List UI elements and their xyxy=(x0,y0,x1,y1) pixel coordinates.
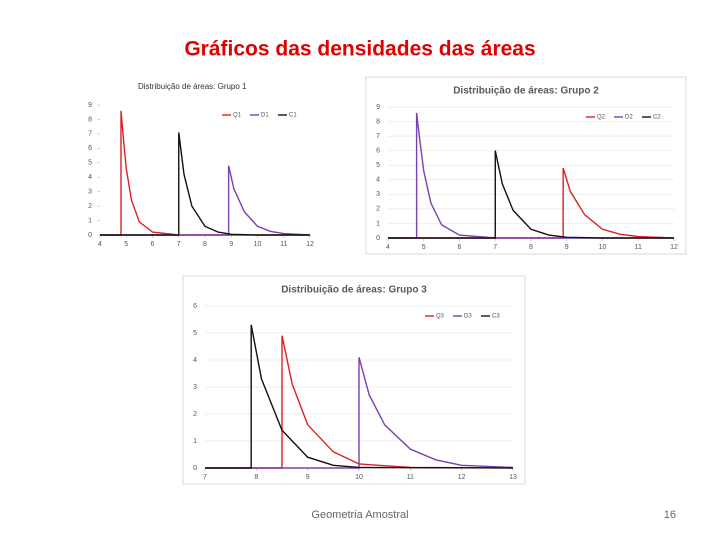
y-tick-label: 6 xyxy=(376,148,380,155)
y-tick-label: 5 xyxy=(193,330,197,337)
chart-frame xyxy=(78,75,322,251)
chart-frame xyxy=(182,275,526,485)
x-tick-label: 4 xyxy=(386,244,390,251)
y-tick-label: 2 xyxy=(376,206,380,213)
y-tick-label: 9 xyxy=(376,104,380,111)
y-tick-label: 1 xyxy=(193,438,197,445)
x-tick-label: 10 xyxy=(254,241,262,248)
y-tick-label: 0 xyxy=(193,465,197,472)
x-tick-label: 12 xyxy=(458,474,466,481)
legend-label: D3 xyxy=(464,314,472,320)
x-tick-label: 10 xyxy=(355,474,363,481)
slide-title: Gráficos das densidades das áreas xyxy=(184,38,535,61)
y-tick-label: 5 xyxy=(376,162,380,169)
legend-label: Q3 xyxy=(436,314,445,320)
y-tick-label: 7 xyxy=(88,131,92,138)
x-tick-label: 12 xyxy=(670,244,678,251)
x-tick-label: 5 xyxy=(124,241,128,248)
y-tick-label: 1 xyxy=(88,217,92,224)
legend-label: Q1 xyxy=(233,113,242,119)
legend-label: C2 xyxy=(653,115,661,121)
x-tick-label: 13 xyxy=(509,474,517,481)
x-tick-label: 8 xyxy=(529,244,533,251)
density-line xyxy=(205,357,514,469)
x-tick-label: 7 xyxy=(493,244,497,251)
y-tick-label: 8 xyxy=(88,116,92,123)
x-tick-label: 9 xyxy=(229,241,233,248)
chart: Distribuição de áreas: Grupo 20123456789… xyxy=(365,76,687,255)
density-line xyxy=(388,150,674,239)
y-tick-label: 2 xyxy=(88,203,92,210)
legend-label: Q2 xyxy=(597,115,606,121)
footer: Geometria Amostral xyxy=(311,509,408,521)
y-tick-label: 1 xyxy=(376,220,380,227)
y-tick-label: 9 xyxy=(88,102,92,109)
legend-label: D1 xyxy=(261,113,269,119)
x-tick-label: 8 xyxy=(254,474,258,481)
x-tick-label: 9 xyxy=(306,474,310,481)
chart-title: Distribuição de áreas: Grupo 1 xyxy=(138,82,247,91)
chart-title: Distribuição de áreas: Grupo 3 xyxy=(281,285,427,296)
x-tick-label: 11 xyxy=(635,244,642,251)
chart-title: Distribuição de áreas: Grupo 2 xyxy=(453,86,599,97)
y-tick-label: 8 xyxy=(376,118,380,125)
y-tick-label: 0 xyxy=(88,232,92,239)
x-tick-label: 7 xyxy=(203,474,207,481)
x-tick-label: 11 xyxy=(407,474,414,481)
y-tick-label: 0 xyxy=(376,235,380,242)
x-tick-label: 6 xyxy=(458,244,462,251)
legend-label: C3 xyxy=(492,314,500,320)
density-line xyxy=(100,165,311,236)
y-tick-label: 6 xyxy=(88,145,92,152)
x-tick-label: 5 xyxy=(422,244,426,251)
density-line xyxy=(388,112,674,239)
x-tick-label: 12 xyxy=(306,241,314,248)
chart: Distribuição de áreas: Grupo 10123456789… xyxy=(78,75,322,251)
x-tick-label: 11 xyxy=(280,241,287,248)
y-tick-label: 4 xyxy=(88,174,92,181)
legend-label: D2 xyxy=(625,115,633,121)
x-tick-label: 10 xyxy=(599,244,607,251)
x-tick-label: 7 xyxy=(177,241,181,248)
x-tick-label: 4 xyxy=(98,241,102,248)
x-tick-label: 9 xyxy=(565,244,569,251)
y-tick-label: 4 xyxy=(193,357,197,364)
x-tick-label: 6 xyxy=(151,241,155,248)
y-tick-label: 3 xyxy=(88,189,92,196)
legend-label: C1 xyxy=(289,113,297,119)
y-tick-label: 7 xyxy=(376,133,380,140)
page-number: 16 xyxy=(664,509,676,521)
y-tick-label: 6 xyxy=(193,303,197,310)
density-line xyxy=(388,167,675,239)
density-line xyxy=(205,335,514,469)
y-tick-label: 3 xyxy=(376,191,380,198)
y-tick-label: 4 xyxy=(376,177,380,184)
y-tick-label: 5 xyxy=(88,160,92,167)
density-line xyxy=(100,132,310,236)
density-line xyxy=(205,324,514,469)
y-tick-label: 2 xyxy=(193,411,197,418)
y-tick-label: 3 xyxy=(193,384,197,391)
density-line xyxy=(100,110,310,236)
x-tick-label: 8 xyxy=(203,241,207,248)
